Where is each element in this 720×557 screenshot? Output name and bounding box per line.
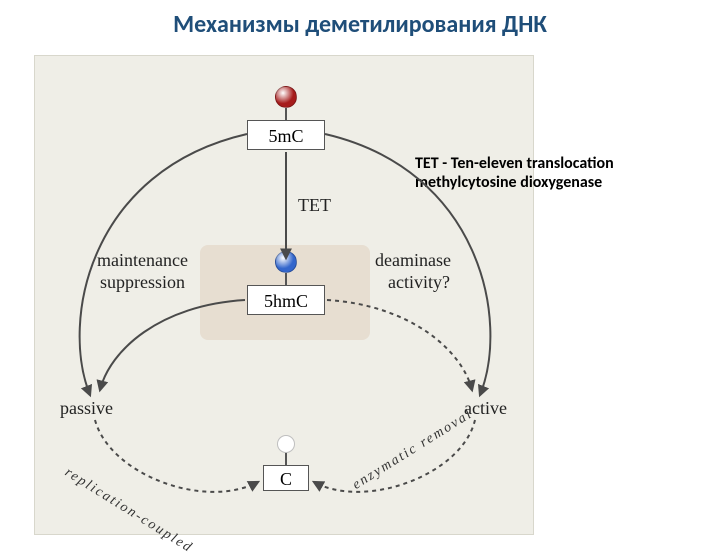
stem-5hmc bbox=[285, 273, 287, 285]
node-5hmc: 5hmC bbox=[247, 285, 325, 315]
tet-annotation-l1: TET - Ten-eleven translocation bbox=[415, 154, 614, 173]
page-title: Механизмы деметилирования ДНК bbox=[0, 10, 720, 39]
node-5mc: 5mC bbox=[247, 120, 325, 150]
label-activity: activity? bbox=[388, 272, 450, 293]
label-maintenance: maintenance bbox=[97, 250, 188, 271]
node-5hmc-label: 5hmC bbox=[264, 291, 308, 311]
tet-annotation: TET - Ten-eleven translocation methylcyt… bbox=[415, 155, 614, 193]
label-suppression: suppression bbox=[100, 272, 185, 293]
label-deaminase: deaminase bbox=[375, 250, 451, 271]
stem-c bbox=[285, 453, 287, 465]
tet-annotation-l2: methylcytosine dioxygenase bbox=[415, 173, 602, 192]
ball-5mc bbox=[275, 86, 297, 108]
ball-c bbox=[277, 435, 295, 453]
stem-5mc bbox=[285, 108, 287, 120]
label-tet: TET bbox=[298, 195, 331, 216]
ball-5hmc bbox=[275, 251, 297, 273]
node-c-label: C bbox=[280, 469, 292, 489]
node-5mc-label: 5mC bbox=[268, 126, 303, 146]
node-c: C bbox=[263, 465, 309, 491]
label-passive: passive bbox=[60, 398, 113, 419]
